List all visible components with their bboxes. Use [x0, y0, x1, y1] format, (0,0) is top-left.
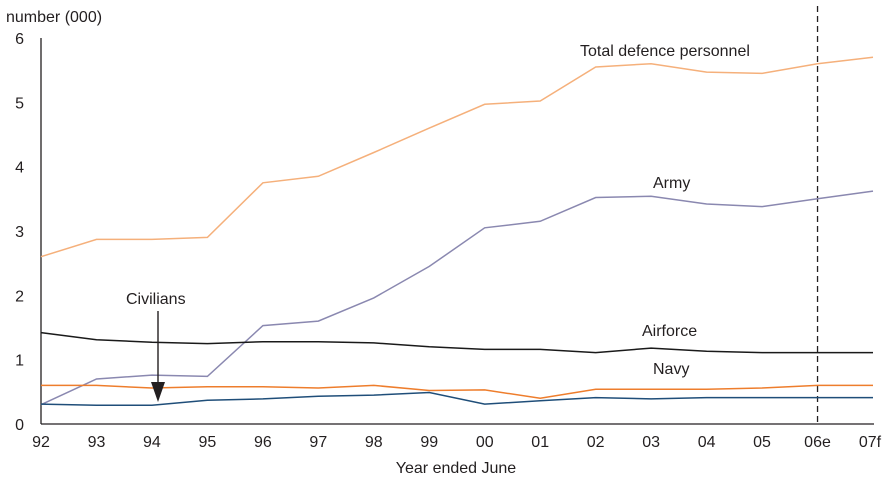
y-tick-label: 5: [15, 95, 24, 112]
y-tick-label: 2: [15, 288, 24, 305]
series-labels: Total defence personnel Army Airforce Na…: [126, 43, 750, 378]
x-tick-label: 03: [642, 434, 660, 451]
label-airforce: Airforce: [642, 323, 697, 340]
x-tick-label: 94: [143, 434, 161, 451]
label-civilians: Civilians: [126, 291, 186, 308]
x-tick-label: 99: [420, 434, 438, 451]
label-army: Army: [653, 175, 690, 192]
x-tick-label: 96: [254, 434, 272, 451]
y-tick-label: 3: [15, 224, 24, 241]
x-tick-labels: 92 93 94 95 96 97 98 99 00 01 02 03 04 05 06e 07f: [32, 434, 882, 451]
x-tick-label: 01: [531, 434, 549, 451]
x-tick-label: 95: [199, 434, 217, 451]
series-lines: [40, 56, 874, 407]
y-tick-label: 1: [15, 353, 24, 370]
x-tick-label: 97: [309, 434, 327, 451]
y-tick-label: 4: [15, 160, 24, 177]
x-axis-title: Year ended June: [396, 460, 517, 477]
y-axis-title: number (000): [6, 9, 102, 26]
series-line-total-defence-personnel: [40, 56, 874, 258]
arrow-head: [151, 382, 165, 402]
x-tick-label: 04: [698, 434, 716, 451]
x-tick-label: 93: [88, 434, 106, 451]
civilians-arrow: [151, 311, 165, 402]
x-tick-label: 02: [587, 434, 605, 451]
series-line-navy: [41, 384, 873, 400]
label-total-defence-personnel: Total defence personnel: [580, 43, 750, 60]
series-line-airforce: [40, 331, 873, 354]
y-tick-label: 0: [15, 417, 24, 434]
x-tick-label: 05: [753, 434, 771, 451]
y-tick-label: 6: [15, 31, 24, 48]
label-navy: Navy: [653, 361, 689, 378]
y-tick-labels: 0 1 2 3 4 5 6: [15, 31, 24, 434]
x-tick-label: 06e: [804, 434, 831, 451]
series-line-army: [40, 190, 874, 406]
x-tick-label: 98: [365, 434, 383, 451]
series-line-civilians: [40, 391, 873, 407]
x-tick-label: 92: [32, 434, 50, 451]
x-tick-label: 07f: [859, 434, 882, 451]
x-tick-label: 00: [476, 434, 494, 451]
